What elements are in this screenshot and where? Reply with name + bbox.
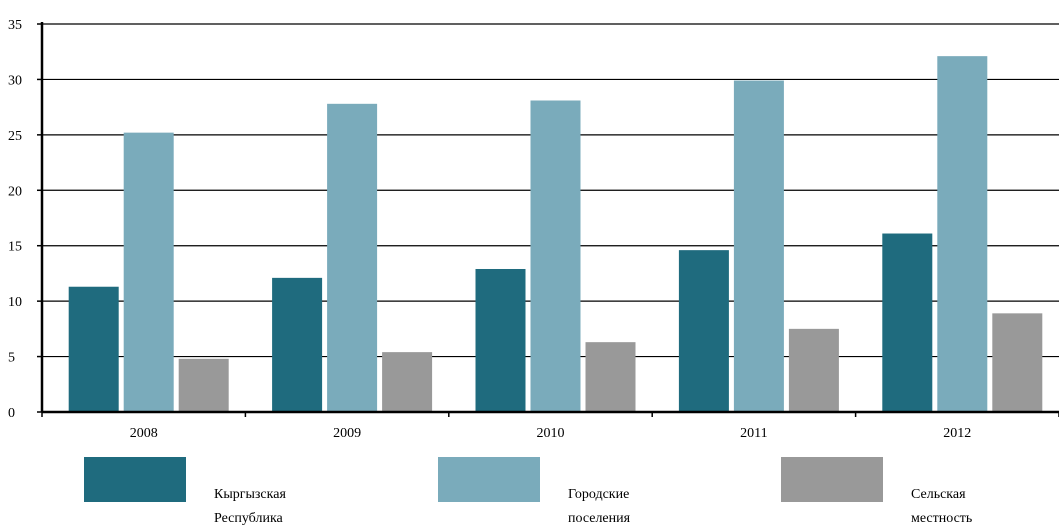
legend-swatch [438,457,540,502]
bar [678,250,729,412]
legend-label: Сельская местность [911,487,973,526]
legend-label: Кыргызская Республика [214,487,286,526]
bar [382,352,433,412]
y-tick-label: 0 [8,406,15,421]
y-tick-label: 30 [8,73,22,88]
y-tick-label: 25 [8,129,22,144]
bar [882,233,933,412]
bar [733,80,784,412]
y-tick-label: 35 [8,18,22,33]
y-tick-labels: 0 5 10 15 20 25 30 35 [8,18,22,421]
bar [937,56,988,413]
bar [272,277,323,412]
bar [788,328,839,412]
x-tick-label: 2008 [130,426,158,441]
legend: Кыргызская Республика Городские поселения … [0,455,1059,526]
y-tick-label: 10 [8,295,22,310]
y-tick-label: 5 [8,351,15,366]
axes [37,22,1059,417]
x-tick-label: 2010 [537,426,565,441]
y-tick-label: 15 [8,240,22,255]
bars [68,56,1043,413]
bar [123,132,174,412]
bar [530,100,581,413]
x-tick-label: 2012 [943,426,971,441]
x-tick-label: 2009 [333,426,361,441]
bar [68,286,119,412]
bar [178,358,229,412]
bar-chart: 0 5 10 15 20 25 30 35 2008 2009 2010 2011 2012 [8,18,1059,441]
legend-label: Городские поселения [568,487,631,526]
bar [327,103,378,413]
legend-swatch [84,457,186,502]
legend-swatch [781,457,883,502]
y-tick-label: 20 [8,184,22,199]
bar [475,268,526,412]
x-tick-label: 2011 [740,426,767,441]
x-tick-labels: 2008 2009 2010 2011 2012 [130,426,972,441]
bar [585,342,636,412]
bar [992,313,1043,412]
